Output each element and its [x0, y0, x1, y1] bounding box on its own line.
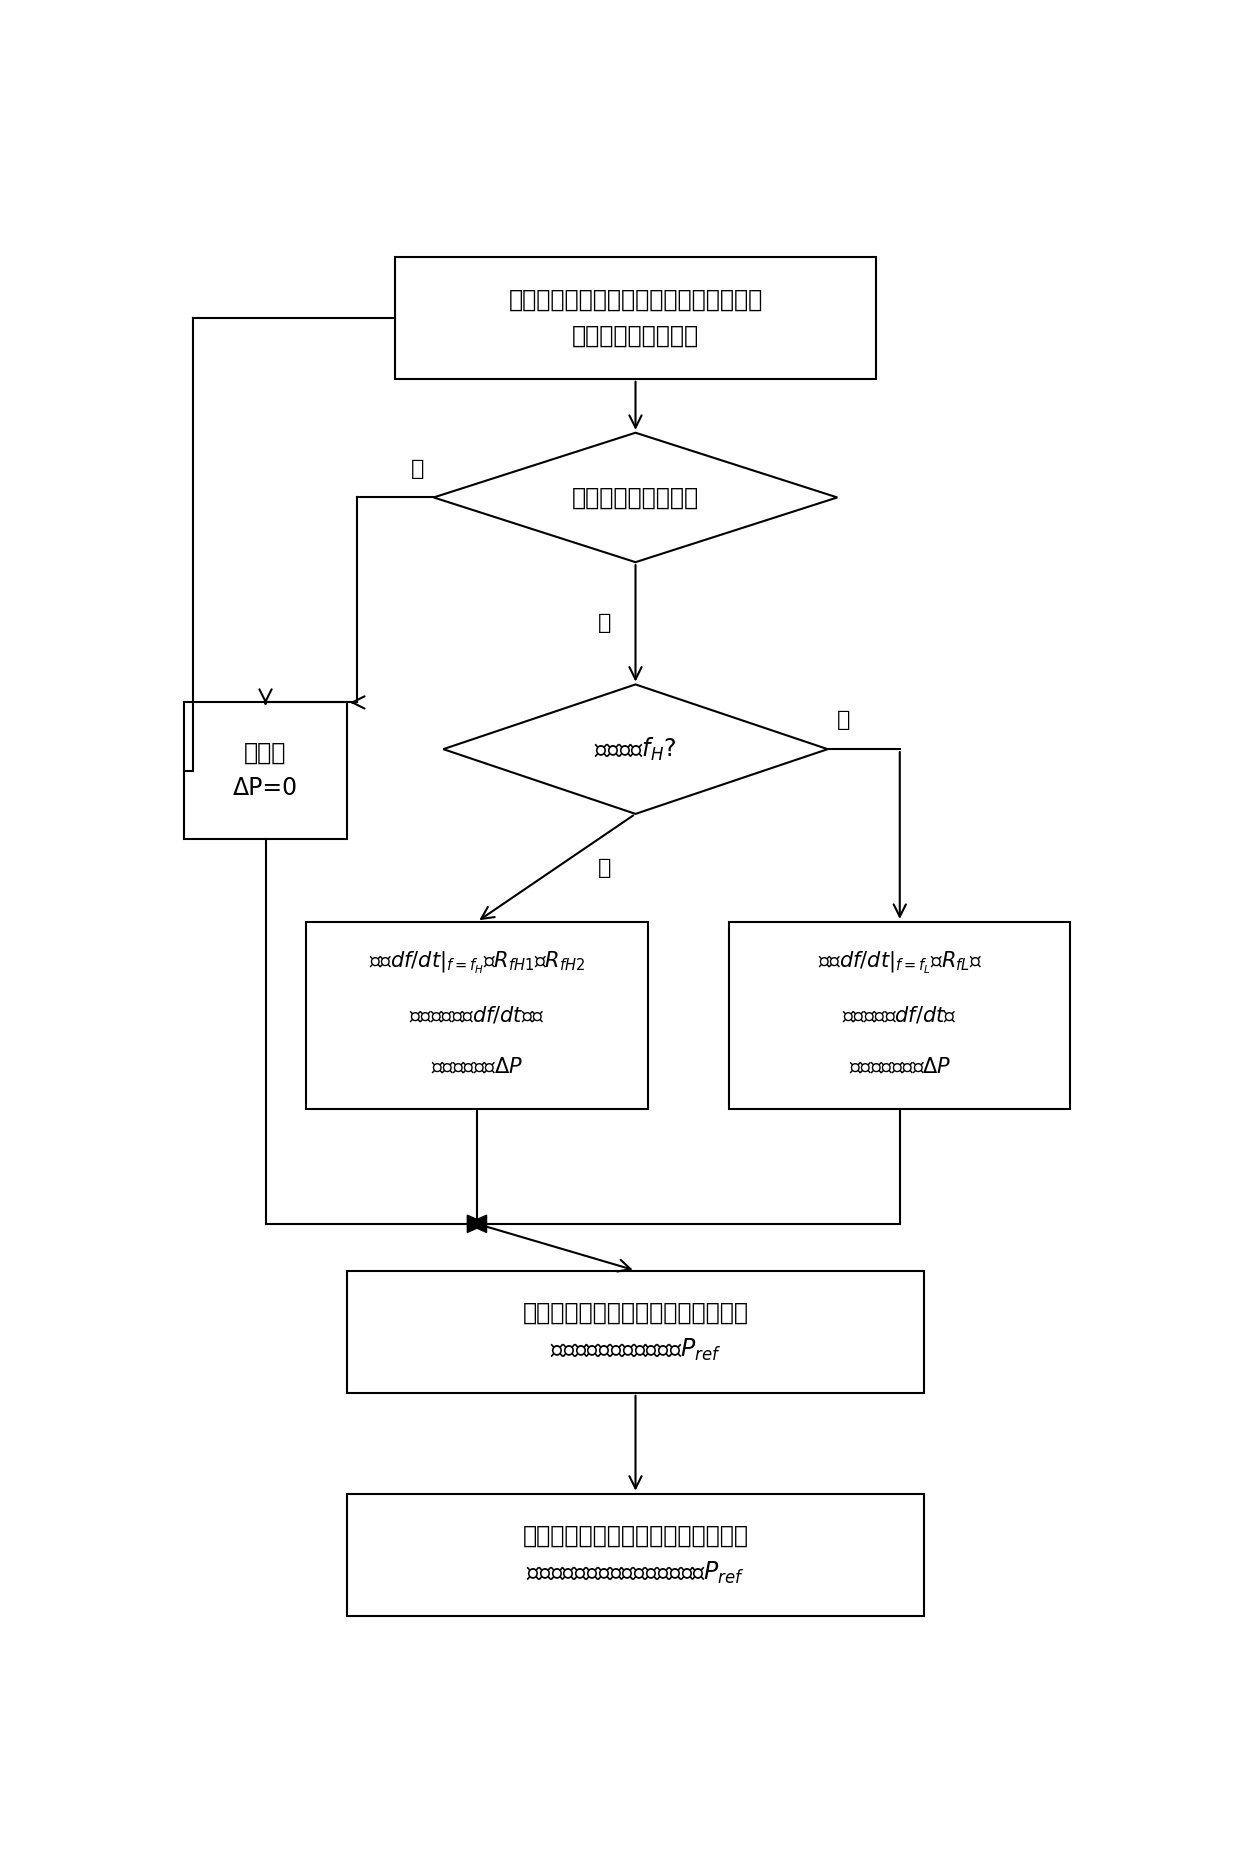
- Text: 比较$df/dt|_{f=f_L}$与$R_{fL}$的: 比较$df/dt|_{f=f_L}$与$R_{fL}$的: [817, 951, 982, 977]
- Bar: [396, 256, 875, 379]
- Polygon shape: [467, 1216, 486, 1233]
- Polygon shape: [434, 433, 837, 562]
- Text: 否: 否: [410, 460, 424, 478]
- Polygon shape: [444, 684, 828, 814]
- Text: 是: 是: [598, 613, 611, 633]
- Bar: [347, 1494, 924, 1616]
- Text: 负计算调节量$\Delta P$: 负计算调节量$\Delta P$: [432, 1057, 523, 1078]
- Text: 比较$df/dt|_{f=f_H}$与$R_{fH1}$、$R_{fH2}$: 比较$df/dt|_{f=f_H}$与$R_{fH1}$、$R_{fH2}$: [368, 951, 585, 977]
- Text: 否: 否: [837, 710, 851, 730]
- Text: 调节光伏电站内的光伏逆变器有功控
制指令，将并网点有功功率控制到$P_{ref}$: 调节光伏电站内的光伏逆变器有功控 制指令，将并网点有功功率控制到$P_{ref}…: [522, 1524, 749, 1586]
- Bar: [729, 921, 1070, 1110]
- Text: 频率高于$f_H$?: 频率高于$f_H$?: [594, 736, 677, 762]
- Text: 的大小并根据$df/dt$的正: 的大小并根据$df/dt$的正: [409, 1005, 544, 1026]
- Text: 测量光伏电站并网点频率并计算经过低通
滤波后的频率变化率: 测量光伏电站并网点频率并计算经过低通 滤波后的频率变化率: [508, 288, 763, 347]
- Text: 大小并根据$df/dt$的: 大小并根据$df/dt$的: [842, 1005, 957, 1026]
- Polygon shape: [467, 1216, 486, 1233]
- Bar: [347, 1270, 924, 1394]
- Bar: [184, 702, 347, 839]
- Text: 正负计算调节量$\Delta P$: 正负计算调节量$\Delta P$: [848, 1057, 951, 1078]
- Text: 是: 是: [598, 857, 611, 878]
- Text: 频率是否超出死区？: 频率是否超出死区？: [572, 486, 699, 510]
- Bar: [306, 921, 647, 1110]
- Text: 调节量
ΔP=0: 调节量 ΔP=0: [233, 742, 298, 800]
- Text: 修正光伏电站有功控制指令得到光伏
电站最终有功功率参考值$P_{ref}$: 修正光伏电站有功控制指令得到光伏 电站最终有功功率参考值$P_{ref}$: [522, 1300, 749, 1364]
